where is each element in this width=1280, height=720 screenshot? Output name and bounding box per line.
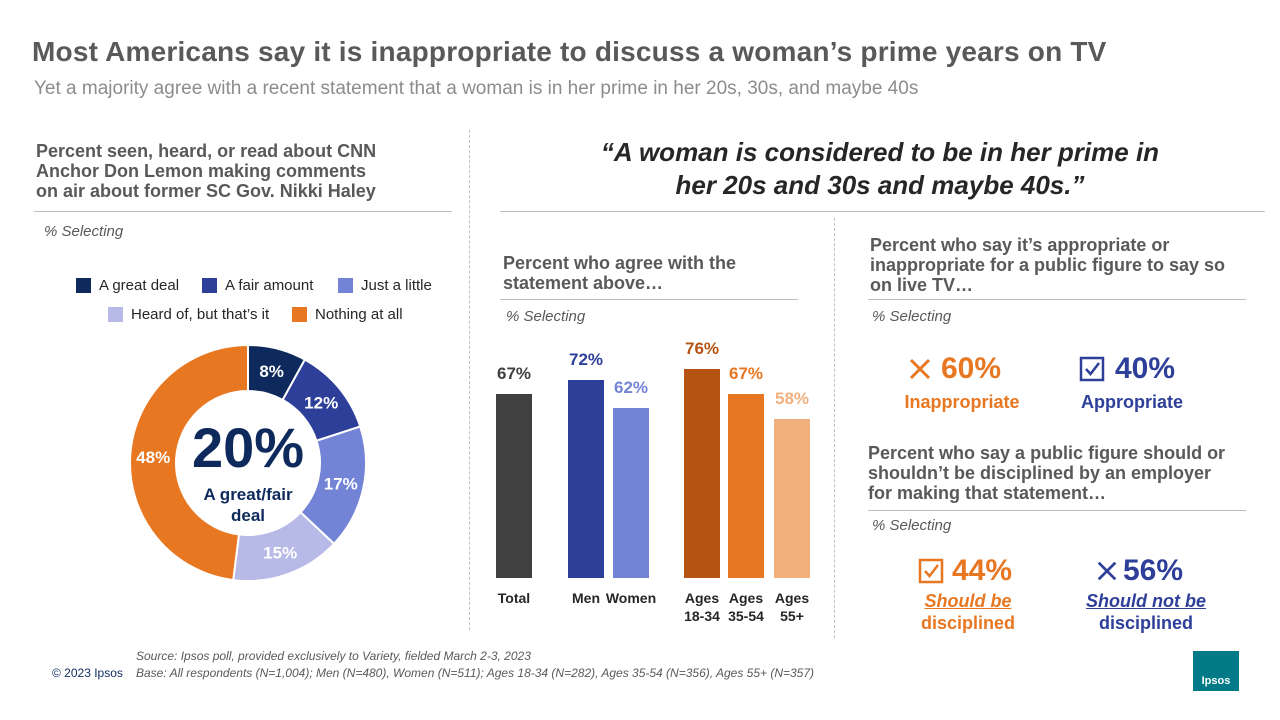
right-divider — [834, 218, 835, 638]
right-rule-2 — [868, 510, 1246, 511]
bar-women — [613, 407, 649, 578]
bar-category-label: Men — [556, 589, 616, 607]
donut-slice-label: 15% — [263, 543, 297, 562]
donut-center-value: 20% — [191, 416, 305, 479]
bar-category-line: 55+ — [780, 608, 804, 624]
bar-value-label: 72% — [568, 350, 604, 369]
checkbox-icon — [918, 558, 944, 584]
page-title: Most Americans say it is inappropriate t… — [32, 36, 1107, 67]
should-not-discipline-label: Should not be disciplined — [1086, 591, 1206, 633]
right-question-1: Percent who say it’s appropriate or inap… — [870, 235, 1226, 295]
left-question: Percent seen, heard, or read about CNN A… — [36, 141, 377, 201]
ipsos-logo: Ipsos — [1193, 651, 1239, 691]
appropriate-label: Appropriate — [1080, 392, 1183, 412]
bar-value-label: 67% — [496, 363, 532, 383]
x-mark-icon — [1097, 561, 1117, 581]
donut-slice-label: 17% — [324, 475, 358, 494]
quote: “A woman is considered to be in her prim… — [600, 137, 1160, 200]
bar-category-label: Ages 18-34 — [672, 589, 732, 625]
right-selecting-1: % Selecting — [872, 308, 952, 325]
legend-nothing: Nothing at all — [292, 306, 403, 323]
quote-rule — [500, 211, 1265, 212]
bar-category-line: 18-34 — [684, 608, 720, 624]
bar-value-label: 58% — [774, 388, 810, 408]
left-selecting: % Selecting — [44, 223, 124, 240]
legend-fair-amount: A fair amount — [202, 277, 313, 294]
bar-category-label: Total — [484, 589, 544, 607]
legend-just-little: Just a little — [338, 277, 432, 294]
bar-value-label: 76% — [684, 339, 720, 358]
main-divider — [469, 130, 470, 630]
bar-category-line: Total — [497, 590, 531, 606]
right-rule-1 — [868, 299, 1246, 300]
inappropriate-stat: 60% — [907, 352, 1001, 386]
bar-men — [568, 380, 604, 578]
x-mark-icon — [909, 358, 931, 380]
donut-center-label: A great/fair deal — [203, 485, 293, 525]
legend-great-deal: A great deal — [76, 277, 179, 294]
bar-value-label: 67% — [728, 363, 764, 383]
page-subtitle: Yet a majority agree with a recent state… — [34, 78, 919, 99]
middle-rule — [500, 299, 798, 300]
middle-selecting: % Selecting — [506, 308, 586, 325]
legend-heard-of: Heard of, but that’s it — [108, 306, 269, 323]
checkbox-icon — [1079, 356, 1105, 382]
bar-category-line: Ages — [728, 590, 764, 606]
bar-value-label: 62% — [613, 377, 649, 397]
bar-ages-55- — [774, 418, 810, 578]
bar-category-line: Ages — [684, 590, 720, 606]
bar-category-line: Men — [572, 590, 600, 606]
should-not-discipline-stat: 56% — [1095, 554, 1183, 588]
bar-total — [496, 393, 532, 578]
legend-swatch — [338, 278, 353, 293]
middle-question: Percent who agree with the statement abo… — [503, 253, 737, 293]
appropriate-stat: 40% — [1079, 352, 1175, 386]
copyright: © 2023 Ipsos — [52, 666, 123, 680]
bar-category-label: Women — [601, 589, 661, 607]
inappropriate-label: Inappropriate — [904, 392, 1020, 412]
legend-swatch — [292, 307, 307, 322]
legend-swatch — [202, 278, 217, 293]
should-discipline-label: Should be disciplined — [920, 591, 1016, 633]
bar-category-line: Ages — [774, 590, 810, 606]
should-discipline-stat: 44% — [918, 554, 1012, 588]
bar-ages-18-34 — [684, 369, 720, 578]
bar-ages-35-54 — [728, 393, 764, 578]
bar-category-label: Ages 55+ — [762, 589, 822, 625]
right-question-2: Percent who say a public figure should o… — [868, 443, 1226, 503]
donut-slice — [129, 343, 249, 582]
right-selecting-2: % Selecting — [872, 517, 952, 534]
legend-swatch — [76, 278, 91, 293]
donut-slice-label: 48% — [136, 448, 170, 467]
base-note: Base: All respondents (N=1,004); Men (N=… — [136, 666, 815, 680]
bar-category-line: Women — [605, 590, 657, 606]
bar-category-label: Ages 35-54 — [716, 589, 776, 625]
donut-chart: 8% 12% 17% 15% 48% — [129, 343, 367, 582]
left-rule — [34, 211, 452, 212]
donut-slice-label: 12% — [304, 393, 338, 412]
legend-swatch — [108, 307, 123, 322]
bar-category-line: 35-54 — [728, 608, 764, 624]
donut-slice-label: 8% — [259, 362, 284, 381]
source-note: Source: Ipsos poll, provided exclusively… — [136, 649, 531, 663]
